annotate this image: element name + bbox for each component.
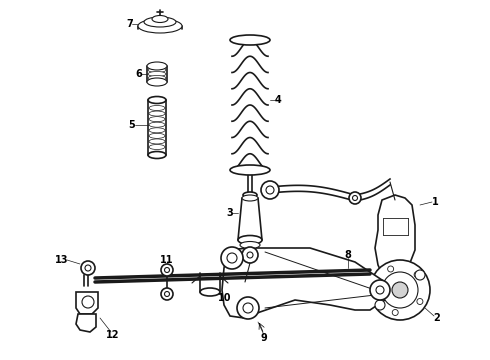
Circle shape [415, 270, 425, 280]
Circle shape [376, 286, 384, 294]
Polygon shape [375, 195, 415, 280]
Ellipse shape [147, 62, 167, 70]
Text: 12: 12 [106, 330, 120, 340]
Circle shape [261, 181, 279, 199]
Text: 6: 6 [136, 69, 143, 79]
Ellipse shape [148, 72, 166, 77]
Ellipse shape [230, 35, 270, 45]
Ellipse shape [243, 192, 257, 198]
Polygon shape [222, 248, 385, 318]
Circle shape [414, 271, 420, 278]
Circle shape [349, 192, 361, 204]
Text: 13: 13 [55, 255, 69, 265]
Ellipse shape [149, 105, 165, 111]
Circle shape [266, 186, 274, 194]
Circle shape [375, 300, 385, 310]
Ellipse shape [148, 68, 166, 72]
Ellipse shape [149, 144, 165, 149]
Ellipse shape [148, 76, 166, 81]
Circle shape [161, 288, 173, 300]
Circle shape [370, 260, 430, 320]
Text: 5: 5 [129, 120, 135, 130]
Ellipse shape [149, 133, 165, 138]
Circle shape [392, 282, 408, 298]
Ellipse shape [149, 122, 165, 127]
Polygon shape [76, 314, 96, 332]
Text: 8: 8 [344, 250, 351, 260]
Text: 10: 10 [218, 293, 232, 303]
Circle shape [82, 296, 94, 308]
Circle shape [352, 195, 358, 201]
Ellipse shape [149, 111, 165, 116]
Ellipse shape [230, 165, 270, 175]
Circle shape [242, 247, 258, 263]
Text: 3: 3 [227, 208, 233, 218]
Circle shape [247, 252, 253, 258]
Circle shape [161, 264, 173, 276]
Circle shape [370, 280, 390, 300]
Circle shape [85, 265, 91, 271]
Circle shape [382, 272, 418, 308]
Text: 11: 11 [160, 255, 174, 265]
Ellipse shape [200, 288, 220, 296]
Text: 9: 9 [261, 333, 268, 343]
Polygon shape [76, 292, 98, 314]
Circle shape [165, 267, 170, 273]
Circle shape [165, 292, 170, 297]
Ellipse shape [152, 15, 168, 23]
Circle shape [392, 310, 398, 315]
Circle shape [388, 266, 393, 272]
Ellipse shape [149, 139, 165, 144]
Ellipse shape [148, 152, 166, 158]
Circle shape [81, 261, 95, 275]
Text: 4: 4 [274, 95, 281, 105]
Ellipse shape [242, 195, 258, 201]
Circle shape [374, 289, 380, 296]
Circle shape [227, 253, 237, 263]
Text: 1: 1 [432, 197, 439, 207]
Circle shape [237, 297, 259, 319]
Ellipse shape [238, 235, 262, 244]
Ellipse shape [147, 78, 167, 86]
Text: 7: 7 [126, 19, 133, 29]
Circle shape [243, 303, 253, 313]
Circle shape [221, 247, 243, 269]
Ellipse shape [138, 19, 182, 33]
Text: 2: 2 [434, 313, 441, 323]
Ellipse shape [144, 17, 176, 27]
Ellipse shape [149, 128, 165, 133]
Ellipse shape [149, 117, 165, 122]
Circle shape [417, 298, 423, 305]
Ellipse shape [148, 96, 166, 104]
Ellipse shape [240, 242, 260, 248]
